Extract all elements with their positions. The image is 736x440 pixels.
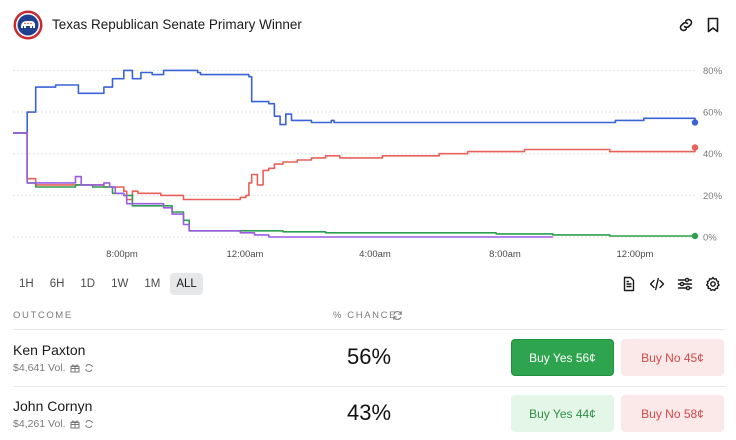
document-icon[interactable] — [621, 276, 637, 292]
bookmark-icon[interactable] — [704, 16, 722, 34]
candidate-volume: $4,261 Vol. — [13, 418, 94, 430]
buy-yes-button[interactable]: Buy Yes 56¢ — [511, 339, 614, 376]
gift-icon[interactable] — [70, 419, 80, 429]
x-tick-label: 4:00am — [359, 249, 391, 260]
volume-text: $4,261 Vol. — [13, 418, 66, 430]
series-line — [13, 69, 696, 134]
gear-icon[interactable] — [705, 276, 721, 292]
outcome-percentage: 56% — [347, 344, 392, 369]
outcome-column-header: OUTCOME — [13, 310, 73, 321]
refresh-icon[interactable] — [84, 419, 94, 429]
y-tick-label: 0% — [703, 233, 717, 244]
x-tick-label: 8:00am — [489, 249, 521, 260]
refresh-icon[interactable] — [84, 363, 94, 373]
buy-no-button[interactable]: Buy No 45¢ — [621, 339, 724, 376]
candidate-volume: $4,641 Vol. — [13, 362, 94, 374]
series-line — [13, 132, 696, 201]
x-tick-label: 12:00am — [227, 249, 264, 260]
range-1w[interactable]: 1W — [111, 278, 129, 290]
gift-icon[interactable] — [70, 363, 80, 373]
candidate-name[interactable]: John Cornyn — [13, 398, 93, 414]
chance-column-header: % CHANCE — [333, 310, 398, 321]
buy-yes-button[interactable]: Buy Yes 44¢ — [511, 395, 614, 432]
range-6h[interactable]: 6H — [49, 278, 65, 290]
embed-code-icon[interactable] — [649, 276, 665, 292]
buy-no-button[interactable]: Buy No 58¢ — [621, 395, 724, 432]
republican-elephant-seal-icon — [13, 10, 43, 40]
range-1h[interactable]: 1H — [19, 278, 34, 290]
row-divider — [13, 386, 725, 387]
refresh-icon[interactable] — [392, 310, 403, 321]
series-line — [13, 132, 695, 237]
table-header-divider — [13, 329, 725, 330]
volume-text: $4,641 Vol. — [13, 362, 66, 374]
header: Texas Republican Senate Primary Winner — [0, 0, 736, 52]
range-1d[interactable]: 1D — [80, 278, 96, 290]
sliders-icon[interactable] — [677, 276, 693, 292]
page-title: Texas Republican Senate Primary Winner — [52, 17, 302, 32]
table-row: John Cornyn $4,261 Vol. 43% Buy Yes 44¢ … — [0, 387, 736, 440]
time-range-selector: 1H 6H 1D 1W 1M ALL — [13, 273, 203, 295]
probability-chart: 80% 60% 40% 20% 0% 8:00pm 12:00am 4:00am 8:00am 1… — [13, 66, 723, 260]
series-line — [13, 132, 553, 238]
range-1m[interactable]: 1M — [144, 278, 161, 290]
y-tick-label: 60% — [703, 108, 723, 119]
series-end-marker — [691, 232, 699, 240]
link-icon[interactable] — [677, 16, 695, 34]
range-all[interactable]: ALL — [170, 273, 203, 295]
series-end-marker — [691, 144, 699, 151]
x-tick-label: 8:00pm — [106, 249, 138, 260]
outcome-percentage: 43% — [347, 400, 392, 425]
y-tick-label: 80% — [703, 66, 723, 77]
candidate-name[interactable]: Ken Paxton — [13, 342, 86, 358]
series-end-marker — [691, 119, 699, 126]
x-tick-label: 12:00pm — [617, 249, 654, 260]
y-tick-label: 20% — [703, 191, 723, 202]
y-tick-label: 40% — [703, 149, 723, 160]
table-row: Ken Paxton $4,641 Vol. 56% Buy Yes 56¢ B… — [0, 331, 736, 387]
